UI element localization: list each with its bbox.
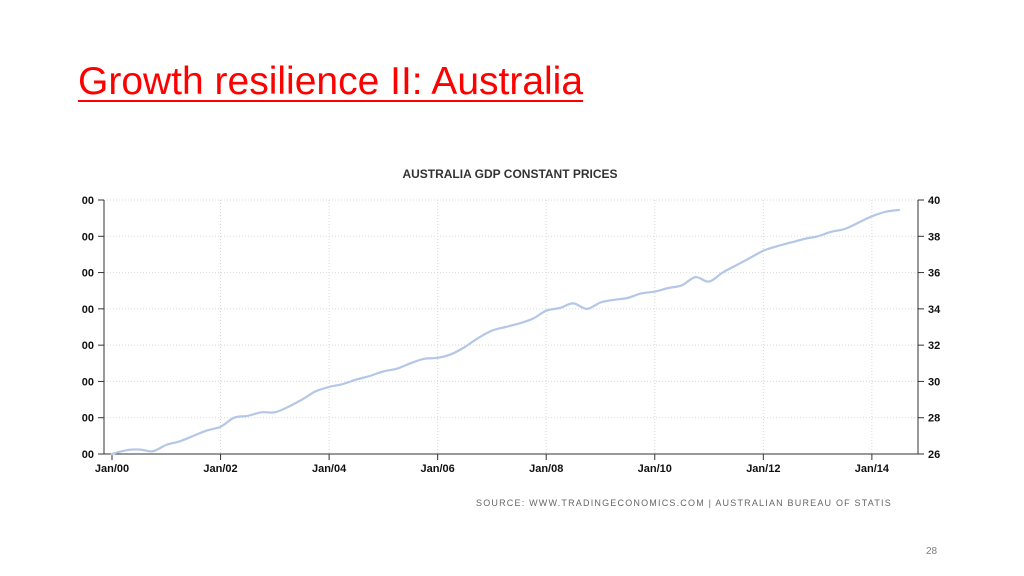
page-number: 28 <box>926 546 938 557</box>
right-y-tick-label: 32 <box>928 340 940 352</box>
slide-title: Growth resilience II: Australia <box>78 60 584 103</box>
right-y-tick-label: 28 <box>928 413 940 425</box>
right-y-tick-label: 30 <box>928 376 940 388</box>
x-tick-label: Jan/04 <box>312 463 347 475</box>
x-tick-label: Jan/12 <box>746 463 780 475</box>
tick-labels: 00 26 00 28 00 30 00 32 00 34 00 36 00 38 00 40 Jan/00 Ja… <box>82 195 941 475</box>
left-y-tick-label: 00 <box>82 340 94 352</box>
x-tick-label: Jan/14 <box>855 463 890 475</box>
left-y-tick-label: 00 <box>82 268 94 280</box>
left-y-tick-label: 00 <box>82 449 94 461</box>
left-y-tick-label: 00 <box>82 231 94 243</box>
x-tick-label: Jan/06 <box>421 463 455 475</box>
gdp-series-line <box>110 208 901 456</box>
right-y-tick-label: 34 <box>928 304 941 316</box>
right-y-tick-label: 36 <box>928 268 940 280</box>
right-y-tick-label: 38 <box>928 231 940 243</box>
right-y-tick-label: 26 <box>928 449 940 461</box>
right-y-tick-label: 40 <box>928 195 940 207</box>
left-y-tick-label: 00 <box>82 376 94 388</box>
x-tick-label: Jan/00 <box>95 463 129 475</box>
series-layer <box>110 208 901 456</box>
gridlines <box>104 199 918 454</box>
source-text: SOURCE: WWW.TRADINGECONOMICS.COM | AUSTR… <box>476 498 892 508</box>
left-y-tick-label: 00 <box>82 413 94 425</box>
left-y-tick-label: 00 <box>82 304 94 316</box>
x-tick-label: Jan/10 <box>638 463 672 475</box>
left-y-tick-label: 00 <box>82 195 94 207</box>
axes <box>98 199 924 460</box>
x-tick-label: Jan/08 <box>529 463 563 475</box>
x-tick-label: Jan/02 <box>203 463 237 475</box>
chart-title: AUSTRALIA GDP CONSTANT PRICES <box>402 167 617 181</box>
